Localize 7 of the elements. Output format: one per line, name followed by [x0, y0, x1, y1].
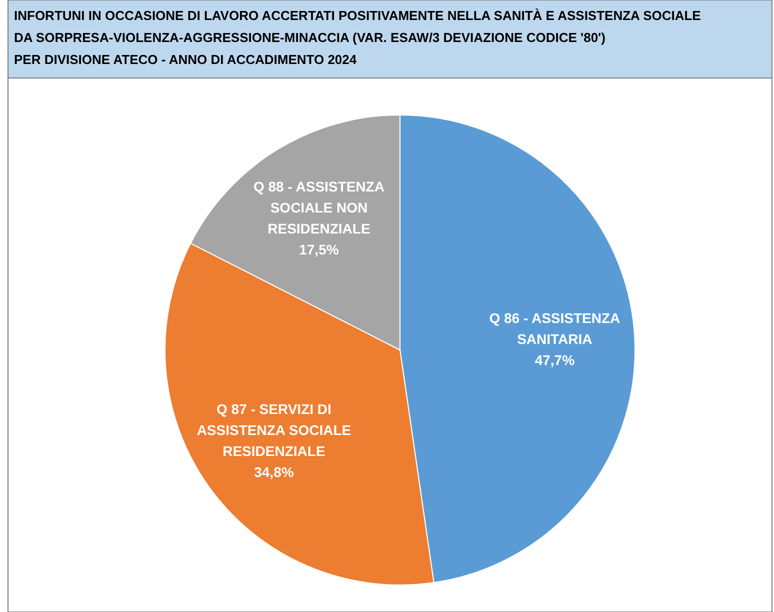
data-label: 34,8%	[254, 464, 294, 480]
slice-label: Q 86 - ASSISTENZA SANITARIA	[489, 310, 620, 347]
data-label: 17,5%	[299, 241, 340, 258]
slice-label: Q 87 - SERVIZI DI ASSISTENZA SOCIALE RESIDENZIALE	[196, 400, 352, 459]
chart-title: INFORTUNI IN OCCASIONE DI LAVORO ACCERTATI POSITIVAMENTE NELLA SANITÀ E ASSISTENZA SOCIALE DA SORPRESA-VIOLENZA-AGGRESSIONE-MINACCIA (VAR. ESAW/3 DEVIAZIONE CODICE '80') PER DIVISIONE ATECO - ANNO DI ACCADIMENTO 2024	[14, 8, 702, 67]
slice-label: Q 88 - ASSISTENZA SOCIALE NON RESIDENZIALE	[253, 178, 384, 236]
data-label: 47,7%	[534, 352, 576, 368]
